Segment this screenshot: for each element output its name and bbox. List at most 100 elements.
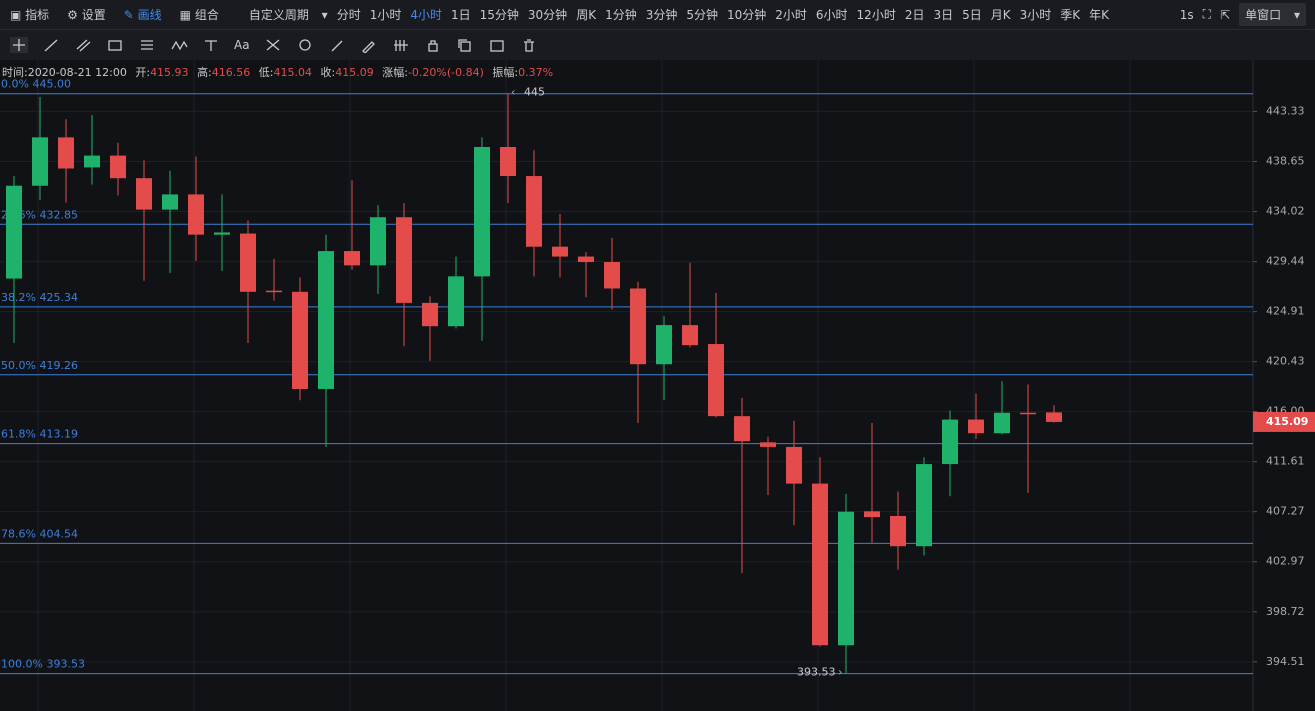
delete-tool[interactable]	[520, 37, 538, 53]
lock-tool[interactable]	[424, 37, 442, 53]
candle-body	[370, 217, 386, 266]
pattern-tool[interactable]	[264, 37, 282, 53]
label: 组合	[194, 8, 219, 22]
candle-body	[916, 464, 932, 547]
fib-tool[interactable]	[138, 37, 156, 53]
period-button[interactable]: 30分钟	[527, 8, 568, 22]
period-button[interactable]: 年K	[1089, 8, 1110, 22]
fib-label: 100.0% 393.53	[1, 658, 85, 671]
period-button[interactable]: 5日	[962, 8, 982, 22]
candle-body	[734, 416, 750, 442]
period-list: 分时 1小时 4小时 1日 15分钟 30分钟 周K 1分钟 3分钟 5分钟 10分钟 2小时 6小时 1…	[337, 6, 1118, 23]
period-button[interactable]: 季K	[1060, 8, 1081, 22]
period-button[interactable]: 6小时	[815, 8, 848, 22]
period-button[interactable]: 2日	[904, 8, 925, 22]
label: 振幅:	[492, 66, 519, 79]
candle-body	[162, 194, 178, 210]
fib-value: 393.53	[46, 658, 85, 671]
y-tick-label: 434.02	[1266, 205, 1305, 218]
low-marker-arrow: ›	[838, 666, 842, 679]
candle-body	[58, 137, 74, 169]
candle-body	[630, 288, 646, 365]
channel-tool[interactable]	[74, 37, 92, 53]
fib-ratio: 78.6%	[1, 527, 36, 540]
fib-ratio: 100.0%	[1, 658, 43, 671]
candle-body	[136, 178, 152, 210]
fib-value: 425.34	[39, 291, 78, 304]
fib-value: 445.00	[32, 78, 71, 91]
settings-button[interactable]: ⚙ 设置	[67, 8, 106, 22]
fib-ratio: 61.8%	[1, 428, 36, 441]
combo-button[interactable]: ▦ 组合	[179, 8, 219, 22]
price-tag	[1253, 411, 1315, 432]
period-button[interactable]: 1分钟	[605, 8, 637, 22]
candle-body	[786, 446, 802, 484]
y-tick-label: 429.44	[1266, 255, 1305, 268]
text-tool[interactable]: Aa	[234, 38, 250, 52]
period-button[interactable]: 10分钟	[726, 8, 767, 22]
label: 收:	[320, 66, 336, 79]
candle-body	[656, 325, 672, 365]
window-menu[interactable]: 单窗口 ▾	[1239, 3, 1306, 26]
period-button[interactable]: 1小时	[369, 8, 402, 22]
period-button[interactable]: 月K	[990, 8, 1011, 22]
candle-body	[890, 515, 906, 547]
period-button[interactable]: 4小时	[410, 8, 442, 22]
rect-tool[interactable]	[106, 37, 124, 53]
candle-body	[474, 147, 490, 277]
label: 涨幅:	[382, 66, 408, 79]
wave-tool[interactable]	[170, 37, 188, 53]
low-marker: 393.53	[797, 666, 836, 679]
candle-body	[500, 147, 516, 177]
period-button[interactable]: 15分钟	[479, 8, 519, 22]
brush-tool[interactable]	[360, 37, 378, 53]
label: 高:	[197, 66, 212, 79]
high-marker: 445	[524, 86, 545, 99]
period-menu[interactable]: 自定义周期 ▾	[248, 8, 328, 22]
measure-tool[interactable]	[202, 37, 220, 53]
fib-value: 404.54	[39, 527, 78, 540]
period-button[interactable]: 12小时	[856, 8, 896, 22]
candle-body	[1020, 412, 1036, 415]
crosshair-tool[interactable]	[10, 37, 28, 53]
interval[interactable]: 1s	[1179, 7, 1194, 22]
period-button[interactable]: 周K	[576, 8, 597, 22]
period-button[interactable]: 分时	[336, 8, 361, 22]
period-button[interactable]: 3分钟	[645, 8, 678, 22]
candle-body	[396, 217, 412, 303]
candle-body	[110, 155, 126, 179]
fib-ratio: 0.0%	[1, 78, 29, 91]
copy-tool[interactable]	[456, 37, 474, 53]
y-tick-label: 407.27	[1266, 505, 1305, 518]
fib-label: 0.0% 445.00	[1, 78, 71, 91]
draw-button[interactable]: ✎ 画线	[123, 8, 162, 22]
period-button[interactable]: 1日	[450, 8, 471, 22]
indicator-button[interactable]: ▣ 指标	[10, 8, 50, 22]
screenshot-tool[interactable]	[488, 37, 506, 53]
candle-body	[604, 262, 620, 289]
fib-label: 78.6% 404.54	[1, 527, 78, 540]
period-button[interactable]: 3日	[933, 8, 954, 22]
y-tick-label: 402.97	[1266, 555, 1305, 568]
y-tick-label: 394.51	[1266, 655, 1305, 668]
candle-body	[188, 194, 204, 235]
fullscreen-icon[interactable]: ⛶	[1202, 7, 1212, 21]
magnet-tool[interactable]	[296, 37, 314, 53]
y-tick-label: 398.72	[1266, 605, 1305, 618]
fib-value: 419.26	[39, 359, 78, 372]
popout-icon[interactable]: ⇱	[1220, 7, 1231, 22]
amplitude: 0.37%	[518, 66, 554, 79]
close: 415.09	[335, 66, 374, 79]
period-button[interactable]: 2小时	[775, 8, 807, 22]
period-button[interactable]: 3小时	[1019, 8, 1052, 22]
label: 指标	[25, 8, 50, 22]
high-marker-arrow: ‹	[511, 86, 515, 99]
drawing-toolbar: Aa	[0, 30, 1315, 60]
candle-body	[526, 176, 542, 247]
bars-tool[interactable]	[392, 37, 410, 53]
line-tool[interactable]	[42, 37, 60, 53]
ruler-tool[interactable]	[328, 37, 346, 53]
period-button[interactable]: 5分钟	[686, 8, 718, 22]
